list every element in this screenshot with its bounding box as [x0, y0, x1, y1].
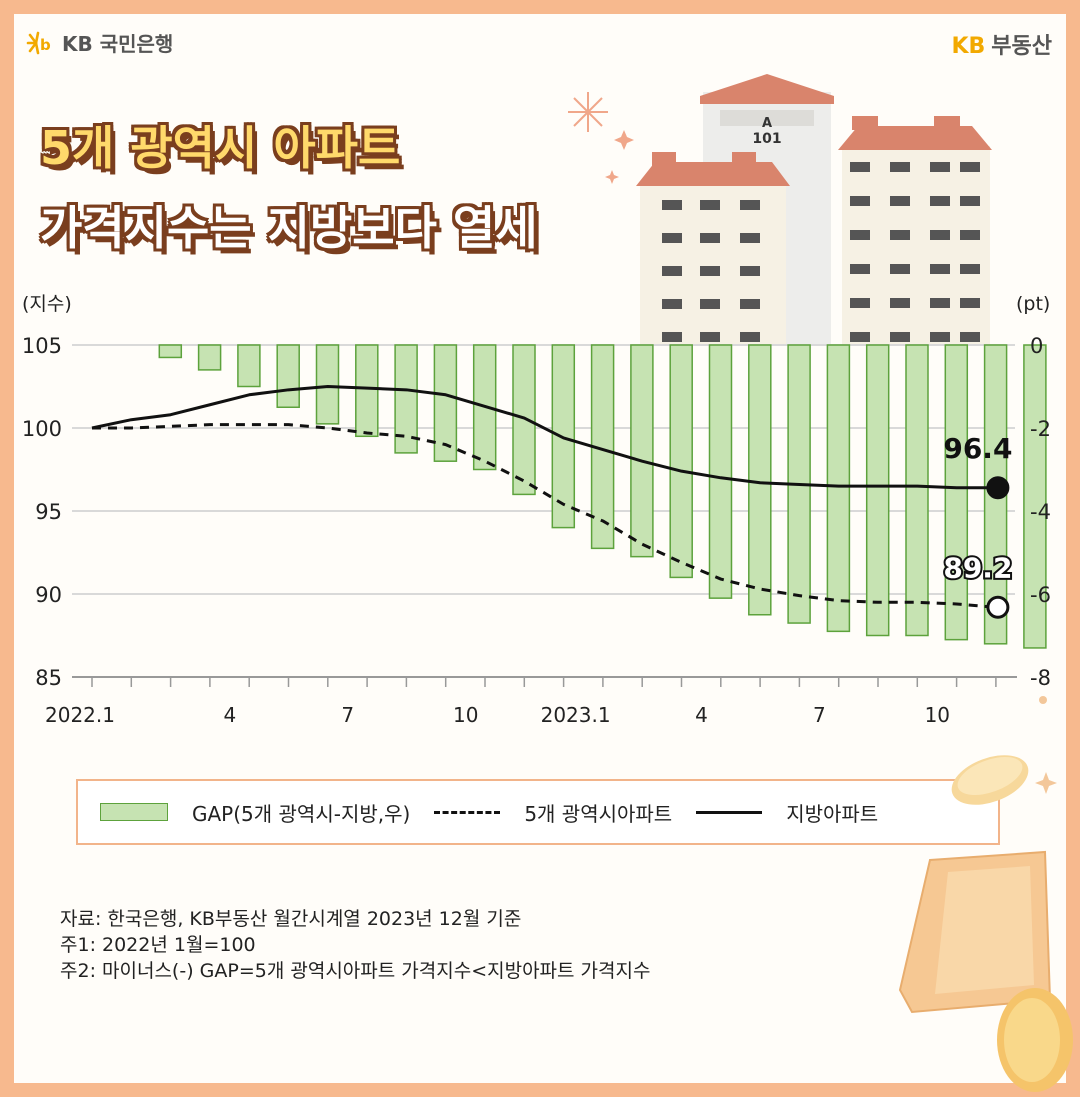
- footnotes: 자료: 한국은행, KB부동산 월간시계열 2023년 12월 기준 주1: 2…: [60, 906, 650, 984]
- right-tick-label: -4: [1030, 500, 1051, 524]
- kb-star-icon: b: [26, 31, 51, 54]
- right-logo-text: 부동산: [991, 34, 1052, 59]
- gap-chart: 89.2 96.4 105 100 95 90 85 0 -2 -4 -6 -8 (지수) (pt) 20…: [22, 293, 1051, 727]
- building-number: 101: [752, 131, 781, 147]
- source-note: 자료: 한국은행, KB부동산 월간시계열 2023년 12월 기준: [60, 908, 522, 930]
- left-axis-label: (지수): [22, 293, 72, 315]
- svg-text:b: b: [40, 36, 51, 54]
- gap-bar: [630, 344, 654, 558]
- metro-line: [92, 423, 997, 609]
- right-tick-label: -6: [1030, 583, 1051, 607]
- gap-bar: [158, 344, 183, 359]
- right-tick-label: 0: [1030, 334, 1043, 358]
- left-tick-label: 95: [35, 500, 62, 524]
- local-line: [91, 385, 996, 490]
- note-2: 주2: 마이너스(-) GAP=5개 광역시아파트 가격지수<지방아파트 가격지…: [60, 960, 651, 982]
- right-axis-label: (pt): [1016, 293, 1050, 315]
- legend-gap: GAP(5개 광역시-지방,우): [100, 798, 410, 827]
- local-end-marker: [986, 476, 1010, 500]
- gap-bar: [669, 344, 693, 579]
- right-logo-kb: KB: [951, 34, 986, 59]
- left-tick-label: 90: [35, 583, 62, 607]
- left-tick-label: 105: [22, 334, 62, 358]
- chart-legend: GAP(5개 광역시-지방,우) 5개 광역시아파트 지방아파트: [76, 779, 1000, 845]
- gap-bar: [512, 344, 536, 496]
- x-tick-label: 4: [224, 703, 237, 727]
- left-tick-label: 85: [35, 666, 62, 690]
- legend-metro-swatch: [434, 810, 501, 814]
- x-tick-label: 7: [341, 703, 354, 727]
- building-letter: A: [762, 116, 772, 131]
- title-line1: 5개 광역시 아파트: [40, 121, 401, 175]
- left-logo-text: KB 국민은행: [62, 32, 174, 56]
- metro-end-label: 89.2: [943, 551, 1012, 584]
- gap-bar: [826, 344, 851, 633]
- left-tick-label: 100: [22, 417, 62, 441]
- gap-bar: [237, 344, 261, 388]
- local-end-label: 96.4: [943, 432, 1012, 465]
- legend-gap-swatch: [100, 803, 168, 821]
- gap-bar: [355, 344, 379, 438]
- x-tick-label: 10: [453, 703, 478, 727]
- kb-kookmin-logo: b KB 국민은행: [26, 28, 173, 57]
- gap-bar: [708, 344, 733, 599]
- legend-local-swatch: [696, 810, 763, 814]
- legend-local: 지방아파트: [696, 798, 878, 827]
- kb-realestate-logo: KB 부동산: [951, 28, 1052, 60]
- x-tick-label: 7: [813, 703, 826, 727]
- right-tick-label: -8: [1030, 666, 1051, 690]
- gap-bar: [1023, 344, 1047, 649]
- gap-bar: [905, 344, 929, 637]
- gap-bar: [197, 344, 222, 371]
- x-tick-label: 4: [695, 703, 708, 727]
- sparkle-icon: [568, 92, 608, 132]
- gap-bar: [433, 344, 458, 462]
- title-line2: 가격지수는 지방보다 열세: [40, 201, 538, 255]
- chart-axes: 105 100 95 90 85 0 -2 -4 -6 -8 (지수) (pt) 2022.1 4 7 10 2…: [22, 293, 1051, 727]
- legend-metro: 5개 광역시아파트: [434, 798, 672, 827]
- chart-lines: 89.2 96.4: [91, 385, 1014, 619]
- gap-bar: [394, 344, 418, 454]
- x-tick-label: 2022.1: [45, 703, 115, 727]
- x-tick-label: 2023.1: [541, 703, 611, 727]
- gap-bar: [865, 344, 890, 637]
- x-tick-label: 10: [925, 703, 950, 727]
- gap-bar: [944, 344, 969, 641]
- legend-local-label: 지방아파트: [786, 801, 879, 826]
- metro-end-marker: [986, 595, 1010, 619]
- gap-bar: [315, 344, 340, 425]
- legend-metro-label: 5개 광역시아파트: [524, 801, 673, 826]
- right-tick-label: -2: [1030, 417, 1051, 441]
- legend-gap-label: GAP(5개 광역시-지방,우): [192, 801, 411, 826]
- apartment-illustration: A 101: [568, 74, 992, 344]
- note-1: 주1: 2022년 1월=100: [60, 934, 256, 956]
